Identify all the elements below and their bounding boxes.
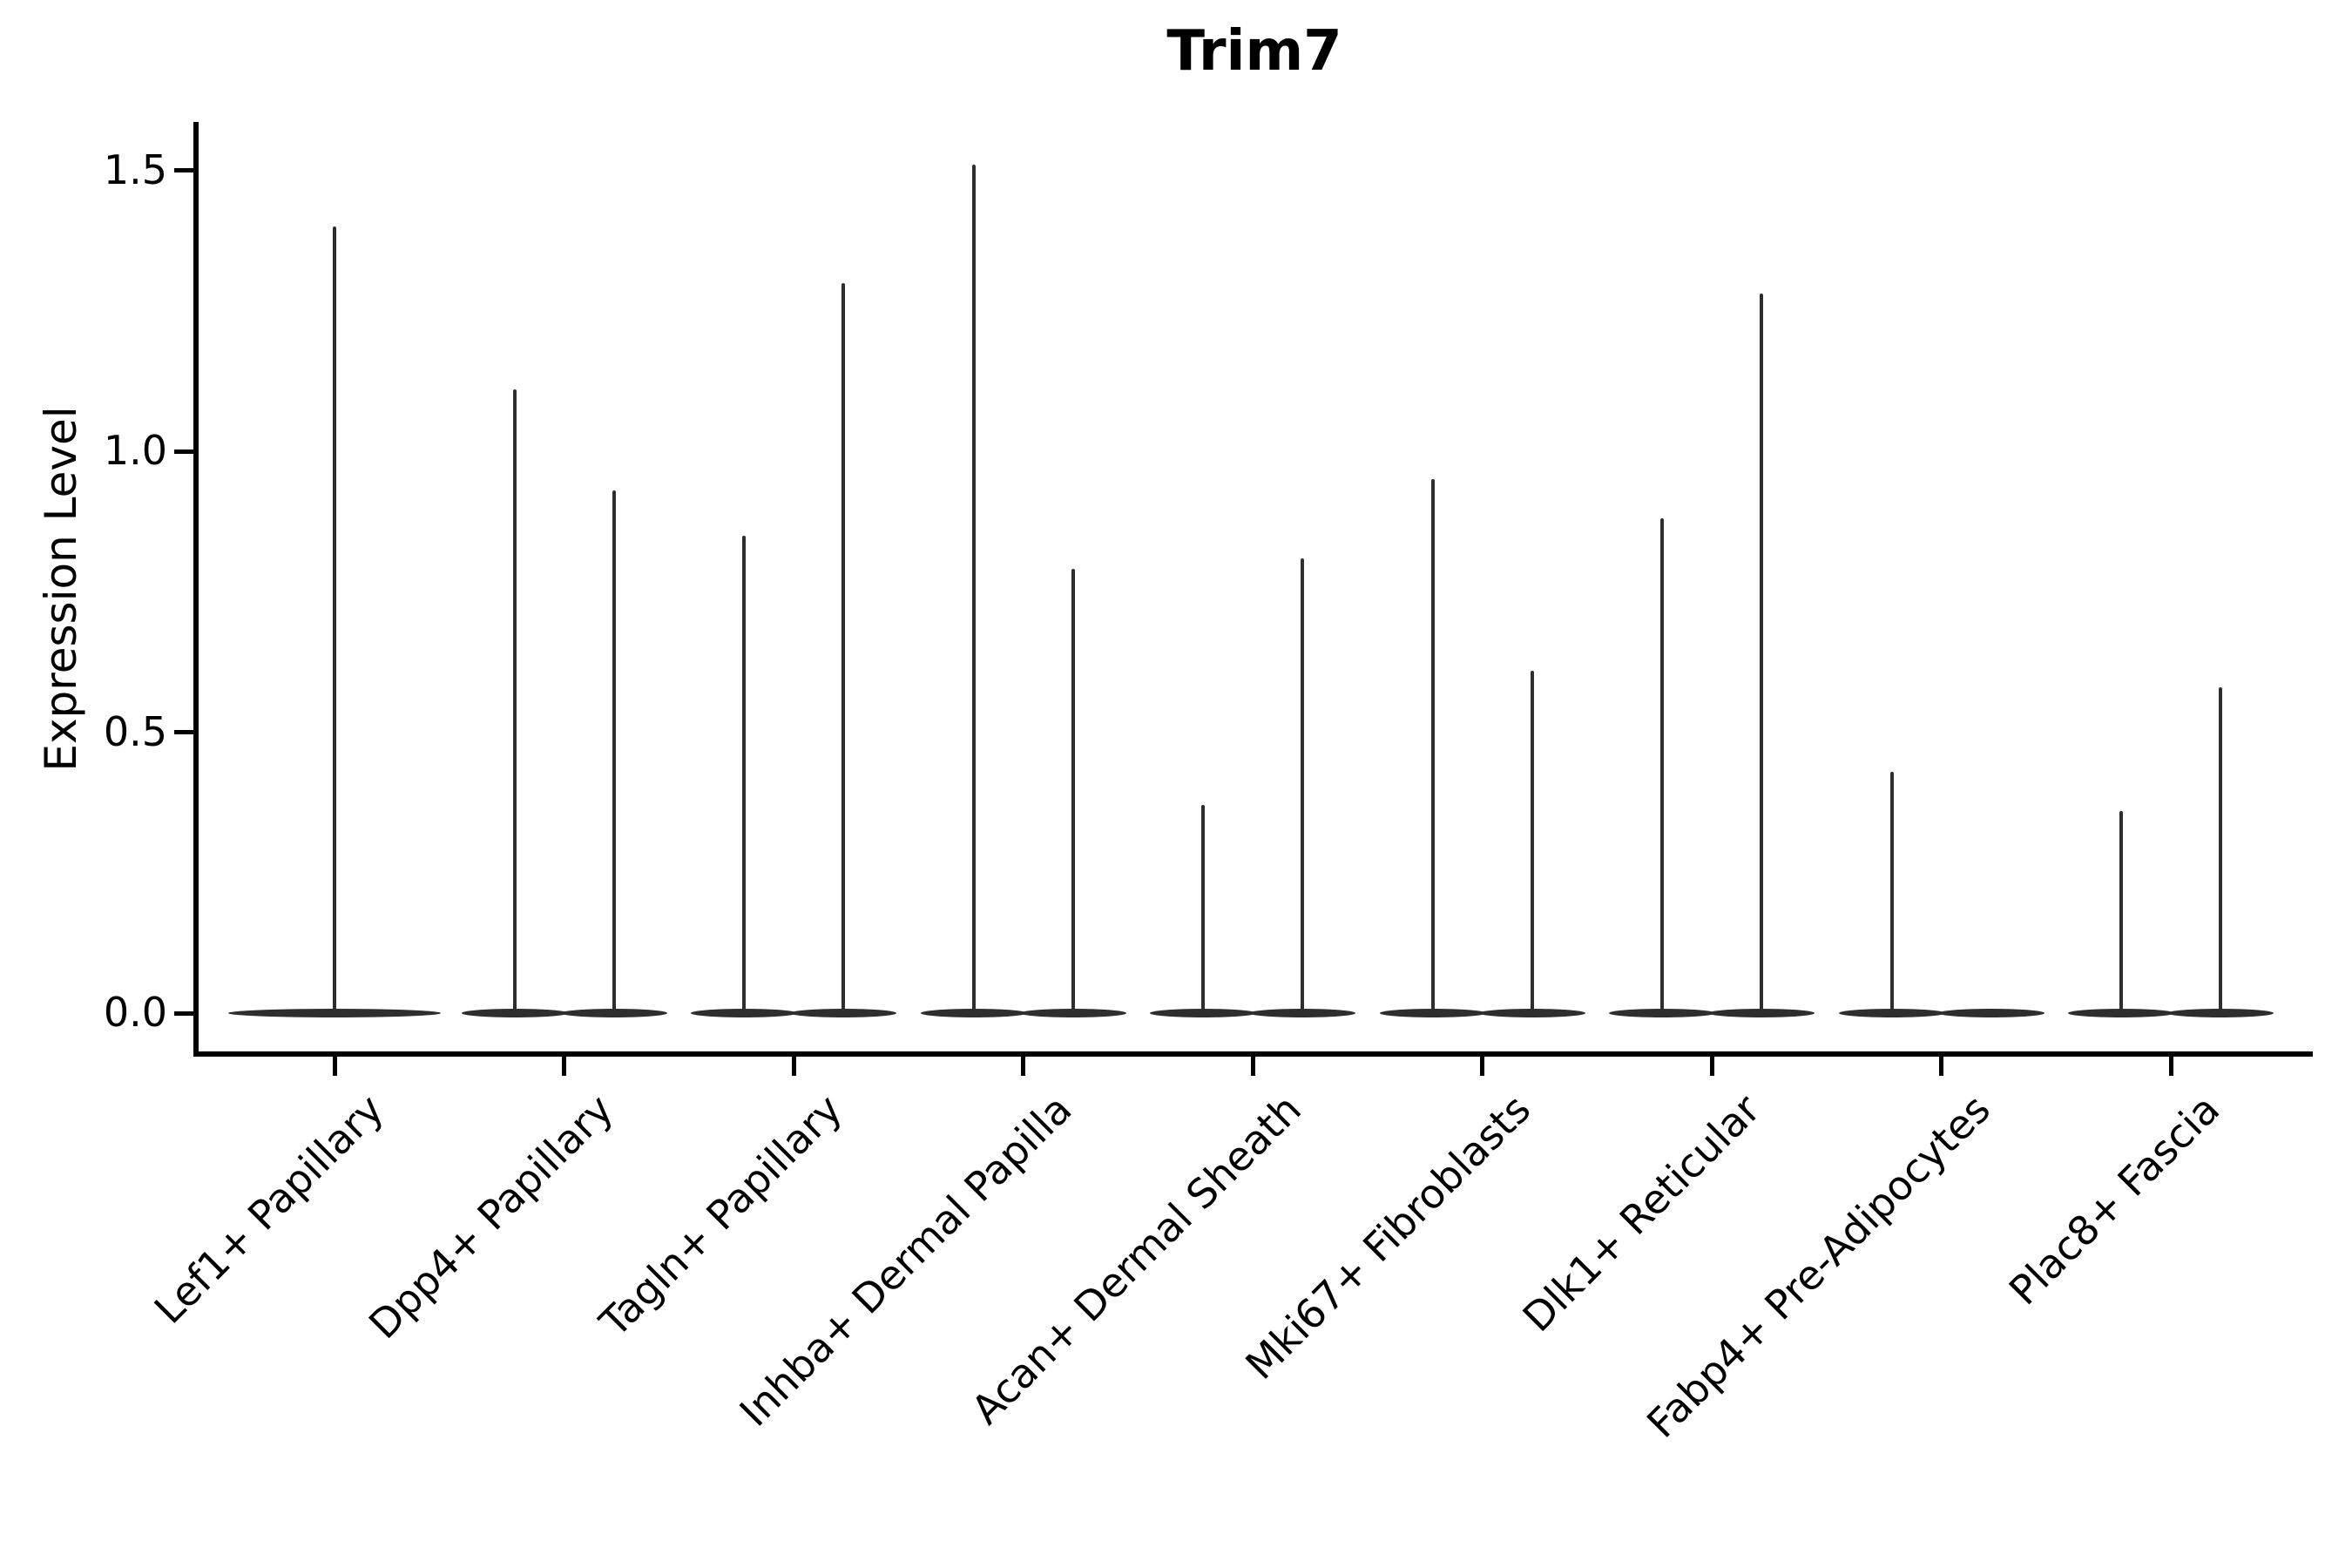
x-tick-label: Tagln+ Papillary <box>591 1085 852 1346</box>
x-tick-label: Dlk1+ Reticular <box>1513 1085 1770 1342</box>
violin-base <box>2167 1009 2274 1017</box>
chart-title: Trim7 <box>1166 19 1342 84</box>
violin-spike <box>2119 810 2123 1013</box>
violin-base <box>691 1009 797 1017</box>
violin-base <box>1379 1009 1486 1017</box>
violin-base <box>920 1009 1027 1017</box>
x-tick-mark <box>1709 1057 1714 1076</box>
violin-base <box>790 1009 896 1017</box>
violin-spike <box>1201 805 1205 1013</box>
x-tick-label: Plac8+ Fascia <box>1999 1085 2229 1315</box>
violin-base <box>1150 1009 1256 1017</box>
violin-spike <box>1660 518 1664 1013</box>
y-axis-spine <box>193 122 199 1057</box>
violin-spike <box>1301 558 1304 1013</box>
violin-spike <box>1760 294 1763 1013</box>
violin-base <box>1249 1009 1355 1017</box>
violin-spike <box>1889 771 1894 1013</box>
x-tick-mark <box>1250 1057 1255 1076</box>
x-tick-label: Lef1+ Papillary <box>145 1085 393 1333</box>
violin-spike <box>1071 569 1075 1013</box>
violin-spike <box>612 490 616 1013</box>
x-tick-mark <box>562 1057 566 1076</box>
x-axis-spine <box>193 1051 2313 1057</box>
violin-base <box>560 1009 667 1017</box>
y-tick-label: 0.5 <box>103 707 167 755</box>
violin-spike <box>512 389 517 1013</box>
violin-base <box>1609 1009 1715 1017</box>
y-tick-mark <box>174 449 193 454</box>
y-tick-label: 1.0 <box>103 426 167 474</box>
violin-spike <box>2219 686 2222 1013</box>
violin-base <box>1478 1009 1585 1017</box>
y-tick-mark <box>174 1010 193 1016</box>
violin-base <box>1937 1009 2044 1017</box>
x-tick-mark <box>1480 1057 1484 1076</box>
y-tick-mark <box>174 168 193 172</box>
violin-base <box>1019 1009 1126 1017</box>
violin-spike <box>333 226 336 1013</box>
x-tick-label: Dpp4+ Papillary <box>359 1085 622 1348</box>
violin-spike <box>1530 670 1534 1013</box>
violin-spike <box>742 535 746 1013</box>
violin-base <box>1838 1009 1945 1017</box>
violin-spike <box>841 282 845 1013</box>
x-tick-mark <box>791 1057 796 1076</box>
x-tick-mark <box>2168 1057 2173 1076</box>
violin-base <box>1708 1009 1815 1017</box>
violin-base <box>2068 1009 2174 1017</box>
y-tick-label: 1.5 <box>103 145 167 193</box>
violin-spike <box>1430 479 1435 1013</box>
violin-base <box>228 1009 441 1017</box>
x-tick-mark <box>332 1057 337 1076</box>
y-tick-mark <box>174 730 193 734</box>
x-tick-mark <box>1021 1057 1025 1076</box>
violin-base <box>461 1009 568 1017</box>
violin-spike <box>971 165 976 1013</box>
x-tick-mark <box>1939 1057 1943 1076</box>
y-tick-label: 0.0 <box>103 988 167 1036</box>
